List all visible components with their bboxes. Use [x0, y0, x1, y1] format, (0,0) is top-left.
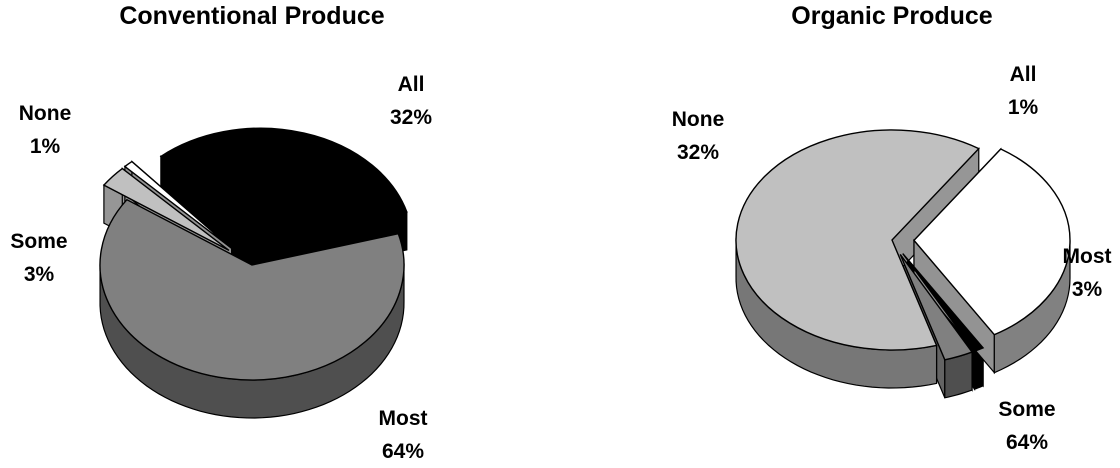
- slice-label-value: 3%: [1071, 278, 1103, 301]
- slice-label-name: All: [1009, 63, 1037, 86]
- slice-label-value: 64%: [1005, 431, 1049, 454]
- pie-slice-none: [123, 160, 233, 249]
- slice-label-none: None 32%: [663, 103, 733, 169]
- slice-label-some: Some 64%: [987, 393, 1067, 459]
- slice-label-name: Some: [998, 398, 1056, 421]
- slice-label-name: All: [397, 73, 425, 96]
- slice-label-some: Some 3%: [2, 225, 76, 291]
- pie-slice-some: [102, 167, 230, 252]
- slice-label-value: 1%: [1007, 96, 1039, 119]
- conventional-produce-chart: Conventional Produce All 32% None 1% Som…: [0, 0, 560, 466]
- slice-label-most: Most 64%: [368, 402, 438, 468]
- slice-label-value: 32%: [676, 141, 720, 164]
- slice-label-value: 1%: [29, 135, 61, 158]
- slice-label-none: None 1%: [10, 97, 80, 163]
- slice-label-all: All 32%: [381, 68, 441, 134]
- organic-pie: [735, 129, 1071, 399]
- slice-label-name: Most: [378, 407, 428, 430]
- slice-label-value: 32%: [389, 106, 433, 129]
- slice-label-name: Some: [10, 230, 68, 253]
- slice-label-value: 3%: [23, 263, 55, 286]
- organic-produce-chart: Organic Produce All 1% None 32% Most 3% …: [560, 0, 1120, 466]
- slice-label-name: Most: [1062, 245, 1112, 268]
- pie-slice-most: [899, 253, 974, 361]
- slice-label-name: None: [671, 108, 725, 131]
- slice-label-name: None: [18, 102, 72, 125]
- pie-slice-most: [99, 198, 405, 381]
- pie-slice-some: [735, 129, 980, 351]
- conventional-pie: [99, 127, 408, 419]
- chart-title: Organic Produce: [791, 2, 993, 30]
- pie-slice-none: [913, 148, 1071, 336]
- slice-label-most: Most 3%: [1052, 240, 1120, 306]
- slice-label-all: All 1%: [993, 58, 1053, 124]
- pie-slice-all: [902, 253, 985, 353]
- slice-label-value: 64%: [381, 440, 425, 463]
- chart-title: Conventional Produce: [119, 2, 385, 30]
- pie-slice-all: [159, 127, 408, 245]
